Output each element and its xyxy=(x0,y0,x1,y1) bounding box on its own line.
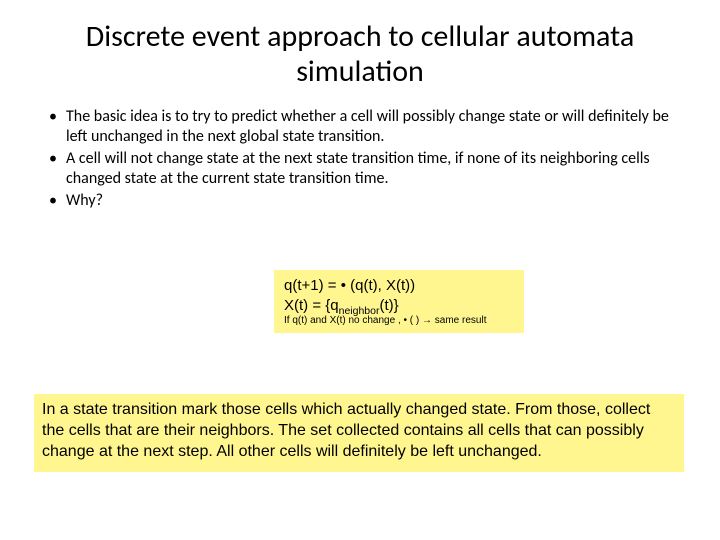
bullet-list: • The basic idea is to try to predict wh… xyxy=(0,107,720,211)
bullet-dot: • xyxy=(40,149,66,189)
formula-line-2: X(t) = {qneighbor(t)} xyxy=(284,296,514,316)
slide-title: Discrete event approach to cellular auto… xyxy=(0,0,720,107)
bullet-dot: • xyxy=(40,191,66,211)
bullet-text: A cell will not change state at the next… xyxy=(66,149,680,189)
formula-highlight: q(t+1) = • (q(t), X(t)) X(t) = {qneighbo… xyxy=(274,270,524,333)
bullet-item: • Why? xyxy=(40,191,680,211)
bullet-dot: • xyxy=(40,107,66,147)
formula-text: X(t) = {q xyxy=(284,297,339,314)
formula-line-1: q(t+1) = • (q(t), X(t)) xyxy=(284,276,514,296)
formula-text: (q(t), X(t)) xyxy=(346,277,415,294)
formula-text: q(t+1) = xyxy=(284,277,341,294)
bullet-text: The basic idea is to try to predict whet… xyxy=(66,107,680,147)
explanation-text: In a state transition mark those cells w… xyxy=(42,401,650,460)
bullet-item: • A cell will not change state at the ne… xyxy=(40,149,680,189)
formula-text: (t)} xyxy=(379,297,398,314)
formula-line-3: If q(t) and X(t) no change , • ( ) → sam… xyxy=(284,315,514,327)
bullet-item: • The basic idea is to try to predict wh… xyxy=(40,107,680,147)
explanation-highlight: In a state transition mark those cells w… xyxy=(34,394,684,472)
bullet-text: Why? xyxy=(66,191,103,211)
